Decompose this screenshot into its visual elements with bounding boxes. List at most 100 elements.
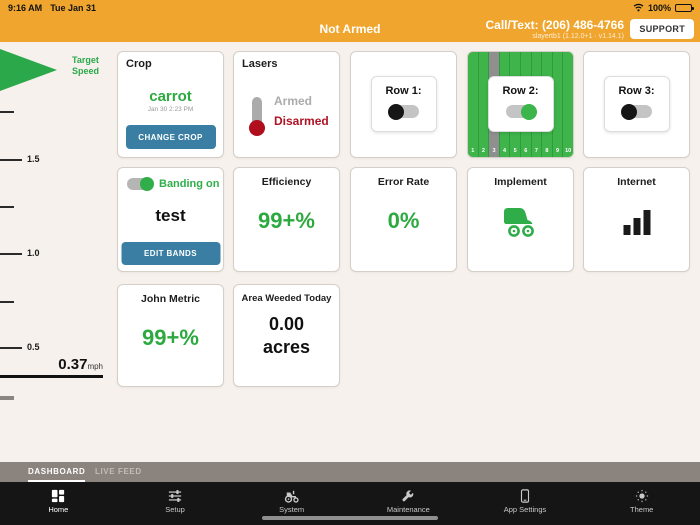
implement-card: Implement [467, 167, 574, 272]
row3-label: Row 3: [618, 85, 655, 97]
error-rate-title: Error Rate [377, 176, 430, 188]
band-stripe: 9 [552, 52, 564, 157]
brightness-icon [635, 488, 649, 503]
band-stripe-number: 2 [481, 148, 485, 154]
band-stripe-number: 4 [503, 148, 507, 154]
gauge-tick-label: 1.5 [27, 154, 40, 164]
implement-title: Implement [494, 176, 547, 188]
signal-bars-icon [623, 210, 650, 235]
lasers-card-title: Lasers [242, 58, 278, 70]
row1-card: Row 1: [350, 51, 457, 158]
row2-toggle[interactable] [505, 103, 537, 120]
battery-percent: 100% [647, 3, 671, 13]
home-indicator[interactable] [262, 516, 438, 520]
nav-item-home[interactable]: Home [0, 482, 117, 525]
sliders-icon [168, 488, 182, 503]
row3-toggle-box: Row 3: [603, 76, 670, 132]
internet-title: Internet [617, 176, 656, 188]
app-header: Not Armed Call/Text: (206) 486-4766 slay… [0, 16, 700, 42]
john-metric-card: John Metric 99+% [117, 284, 224, 387]
crop-name: carrot [149, 88, 192, 105]
status-datetime: 9:16 AM Tue Jan 31 [8, 3, 96, 13]
band-stripe-number: 6 [524, 148, 528, 154]
area-weeded-unit: acres [262, 336, 311, 357]
status-time: 9:16 AM [8, 3, 43, 13]
band-stripe: 10 [563, 52, 573, 157]
crop-card-title: Crop [126, 58, 152, 70]
support-button[interactable]: SUPPORT [630, 19, 694, 39]
gauge-tick [0, 111, 14, 113]
band-stripe-number: 7 [534, 148, 538, 154]
crop-timestamp: Jan 30 2:23 PM [147, 106, 194, 113]
lasers-disarmed-label: Disarmed [274, 114, 329, 128]
john-metric-value: 99+% [142, 325, 199, 350]
band-name: test [155, 206, 186, 225]
band-stripe-number: 1 [471, 148, 475, 154]
error-rate-value: 0% [387, 208, 420, 233]
wifi-icon [633, 3, 644, 14]
area-weeded-title: Area Weeded Today [241, 293, 332, 304]
row2-toggle-box: Row 2: [487, 76, 554, 132]
row1-toggle-box: Row 1: [370, 76, 437, 132]
nav-item-maintenance[interactable]: Maintenance [350, 482, 467, 525]
band-stripe-number: 8 [545, 148, 549, 154]
gauge-tick [0, 347, 22, 349]
band-stripe-number: 5 [513, 148, 517, 154]
lasers-armed-label: Armed [274, 94, 313, 108]
row1-label: Row 1: [385, 85, 422, 97]
banding-card: Banding on test EDIT BANDS [117, 167, 224, 272]
lasers-arm-toggle[interactable] [249, 97, 265, 136]
crop-card: Crop carrot Jan 30 2:23 PM CHANGE CROP [117, 51, 224, 158]
tab-dashboard[interactable]: DASHBOARD [28, 462, 86, 482]
banding-toggle[interactable] [127, 177, 154, 191]
gauge-tick-label: 0.5 [27, 342, 40, 352]
current-speed-readout: 0.37mph [0, 356, 103, 374]
row2-label: Row 2: [502, 85, 539, 97]
nav-label: Home [48, 505, 69, 514]
implement-cart-icon [503, 206, 539, 243]
banding-toggle-label: Banding on [159, 178, 220, 190]
row1-toggle[interactable] [387, 103, 419, 120]
nav-item-theme[interactable]: Theme [583, 482, 700, 525]
device-version: slayertb1 (1.12.0+1 · v1.14.1) [532, 33, 624, 40]
row2-card: 1 2 3 4 5 6 7 8 9 10 Row 2: [467, 51, 574, 158]
change-crop-button[interactable]: CHANGE CROP [125, 125, 216, 149]
band-stripe: 1 [468, 52, 479, 157]
status-date: Tue Jan 31 [50, 3, 97, 13]
nav-item-system[interactable]: System [233, 482, 350, 525]
gauge-tick-label: 1.0 [27, 248, 40, 258]
row3-card: Row 3: [583, 51, 690, 158]
current-speed-value: 0.37 [58, 356, 88, 373]
gauge-tick [0, 253, 22, 255]
internet-card: Internet [583, 167, 690, 272]
area-weeded-value: 0.00 acres [234, 313, 339, 358]
status-bar: 9:16 AM Tue Jan 31 100% [0, 0, 700, 16]
nav-item-setup[interactable]: Setup [117, 482, 234, 525]
row3-toggle-knob [620, 103, 637, 120]
gauge-scroll-indicator [0, 396, 14, 400]
lasers-toggle-knob [249, 120, 265, 136]
row3-toggle[interactable] [620, 103, 652, 120]
nav-label: Maintenance [386, 505, 430, 514]
efficiency-title: Efficiency [261, 176, 312, 188]
target-speed-arrow [0, 49, 57, 91]
nav-label: Theme [630, 505, 654, 514]
nav-item-app-settings[interactable]: App Settings [467, 482, 584, 525]
band-stripe-number: 9 [556, 148, 560, 154]
support-phone: Call/Text: (206) 486-4766 [485, 18, 624, 32]
nav-label: App Settings [503, 505, 547, 514]
tab-live-feed[interactable]: LIVE FEED [95, 467, 142, 476]
battery-icon [675, 4, 694, 12]
band-stripe-number: 3 [492, 148, 496, 154]
target-speed-label: Target Speed [72, 55, 100, 76]
current-speed-unit: mph [87, 362, 103, 371]
wrench-icon [401, 488, 415, 503]
lasers-card: Lasers Armed Disarmed [233, 51, 340, 158]
gauge-tick [0, 206, 14, 208]
nav-label: Setup [165, 505, 185, 514]
banding-toggle-knob [140, 177, 154, 191]
armed-status-text: Not Armed [319, 22, 381, 36]
edit-bands-button[interactable]: EDIT BANDS [121, 242, 220, 265]
view-tab-bar: DASHBOARD LIVE FEED [0, 462, 700, 482]
